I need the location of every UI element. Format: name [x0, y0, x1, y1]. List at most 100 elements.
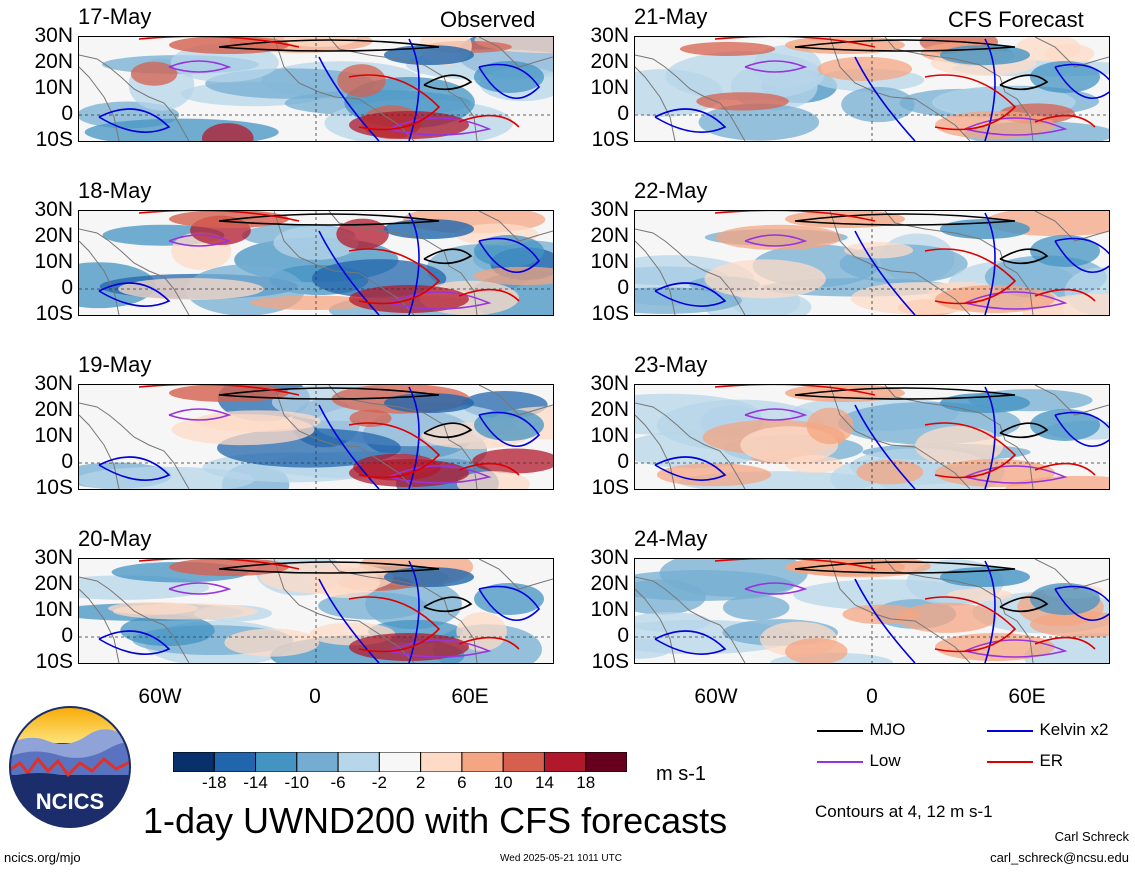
right-map-panel-0	[634, 36, 1110, 142]
right-filter-contours-1	[654, 211, 1109, 315]
right-lat-label-0-0: 0	[617, 102, 629, 125]
contours-note: Contours at 4, 12 m s-1	[815, 802, 993, 821]
colorbar-swatch-5	[378, 751, 422, 773]
right-lat-label-10n-0: 10N	[590, 76, 629, 99]
right-lat-label-30n-1: 30N	[590, 198, 629, 221]
left-coastlines-3	[79, 559, 553, 663]
left-lat-label-10n-1: 10N	[34, 250, 73, 273]
right-lat-label-0-1: 0	[617, 276, 629, 299]
right-lat-label-30n-0: 30N	[590, 24, 629, 47]
right-lat-label-10s-3: 10S	[591, 650, 629, 673]
left-lat-label-0-1: 0	[61, 276, 73, 299]
right-panel-date-0: 21-May	[634, 4, 708, 29]
right-lat-label-0-2: 0	[617, 450, 629, 473]
colorbar-swatch-2	[255, 751, 298, 773]
lon-label-60e-left: 60E	[451, 685, 489, 708]
left-filter-contours-2	[98, 385, 541, 489]
colorbar-tick-label-6: 6	[457, 773, 467, 792]
colorbar-tick-label-1: -14	[243, 773, 268, 792]
colorbar-tick-label-5: 2	[415, 773, 426, 792]
observed-header: Observed	[440, 7, 536, 32]
colorbar-swatch-3	[296, 751, 339, 773]
left-map-panel-1	[78, 210, 554, 316]
left-map-panel-3	[78, 558, 554, 664]
right-lat-label-20n-0: 20N	[590, 50, 629, 73]
right-filter-contours-2	[654, 385, 1109, 489]
left-lat-label-20n-3: 20N	[34, 572, 73, 595]
right-coastlines-0	[635, 37, 1109, 141]
left-filter-contours-0	[98, 37, 541, 141]
legend-low-label: Low	[869, 751, 901, 770]
colorbar-tick-label-8: 14	[534, 773, 554, 792]
colorbar-tick-label-9: 18	[576, 773, 596, 792]
right-lat-label-20n-3: 20N	[590, 572, 629, 595]
colorbar-units: m s-1	[656, 763, 706, 785]
cfs-forecast-header: CFS Forecast	[948, 7, 1084, 32]
left-lat-label-10s-0: 10S	[35, 128, 73, 151]
left-panel-date-3: 20-May	[78, 526, 152, 551]
right-coastlines-3	[635, 559, 1109, 663]
right-panel-date-3: 24-May	[634, 526, 708, 551]
lon-label-60e-right: 60E	[1008, 685, 1046, 708]
colorbar-swatch-10	[585, 751, 628, 773]
left-lat-label-0-2: 0	[61, 450, 73, 473]
left-wind-shading-1	[79, 211, 553, 315]
right-coastlines-1	[635, 211, 1109, 315]
colorbar-swatch-4	[337, 751, 380, 773]
left-lat-label-20n-1: 20N	[34, 224, 73, 247]
colorbar-tick-label-3: -6	[330, 773, 346, 792]
right-lat-label-0-3: 0	[617, 624, 629, 647]
legend-er-label: ER	[1039, 751, 1064, 770]
right-lat-label-10s-2: 10S	[591, 476, 629, 499]
right-lat-label-20n-1: 20N	[590, 224, 629, 247]
left-lat-label-30n-2: 30N	[34, 372, 73, 395]
left-panel-date-0: 17-May	[78, 4, 152, 29]
legend-kelvin-label: Kelvin x2	[1039, 720, 1109, 739]
lon-label-0-left: 0	[309, 685, 321, 708]
left-map-panel-0	[78, 36, 554, 142]
lon-label-60w-right: 60W	[694, 685, 738, 708]
colorbar-swatch-6	[420, 751, 463, 773]
left-lat-label-10n-2: 10N	[34, 424, 73, 447]
colorbar-tick-label-0: -18	[201, 773, 227, 792]
footer-timestamp: Wed 2025-05-21 1011 UTC	[500, 853, 622, 864]
left-lat-label-0-0: 0	[61, 102, 73, 125]
colorbar-tick-label-2: -10	[284, 773, 310, 792]
left-lat-label-20n-2: 20N	[34, 398, 73, 421]
right-lat-label-20n-2: 20N	[590, 398, 629, 421]
left-filter-contours-3	[98, 559, 541, 663]
logo-text: NCICS	[36, 789, 104, 814]
left-lat-label-20n-0: 20N	[34, 50, 73, 73]
left-wind-shading-0	[79, 37, 553, 141]
colorbar-swatch-0	[172, 751, 215, 773]
right-wind-shading-2	[635, 385, 1109, 489]
left-lat-label-0-3: 0	[61, 624, 73, 647]
right-filter-contours-0	[654, 37, 1109, 141]
ncics-logo: NCICS	[8, 705, 132, 829]
colorbar-swatch-8	[502, 751, 545, 773]
left-lat-label-30n-3: 30N	[34, 546, 73, 569]
right-panel-date-1: 22-May	[634, 178, 708, 203]
right-lat-label-30n-2: 30N	[590, 372, 629, 395]
right-lat-label-10n-1: 10N	[590, 250, 629, 273]
ncics-logo-icon: NCICS	[9, 706, 131, 828]
colorbar-swatch-9	[543, 751, 587, 773]
left-lat-label-10s-2: 10S	[35, 476, 73, 499]
legend-mjo: MJO	[815, 720, 905, 740]
right-lat-label-10s-1: 10S	[591, 302, 629, 325]
right-wind-shading-0	[635, 37, 1109, 141]
left-panel-date-1: 18-May	[78, 178, 152, 203]
left-map-panel-2	[78, 384, 554, 490]
left-lat-label-10s-3: 10S	[35, 650, 73, 673]
lon-label-60w-left: 60W	[138, 685, 182, 708]
right-wind-shading-3	[635, 559, 1109, 663]
right-lat-label-10s-0: 10S	[591, 128, 629, 151]
colorbar-tick-label-7: 10	[493, 773, 513, 792]
left-filter-contours-1	[98, 211, 541, 315]
footer-email[interactable]: carl_schreck@ncsu.edu	[990, 850, 1129, 865]
footer-site-link[interactable]: ncics.org/mjo	[4, 850, 81, 865]
chart-title: 1-day UWND200 with CFS forecasts	[143, 800, 728, 841]
legend-low: Low	[815, 751, 901, 771]
right-lat-label-10n-2: 10N	[590, 424, 629, 447]
right-map-panel-1	[634, 210, 1110, 316]
